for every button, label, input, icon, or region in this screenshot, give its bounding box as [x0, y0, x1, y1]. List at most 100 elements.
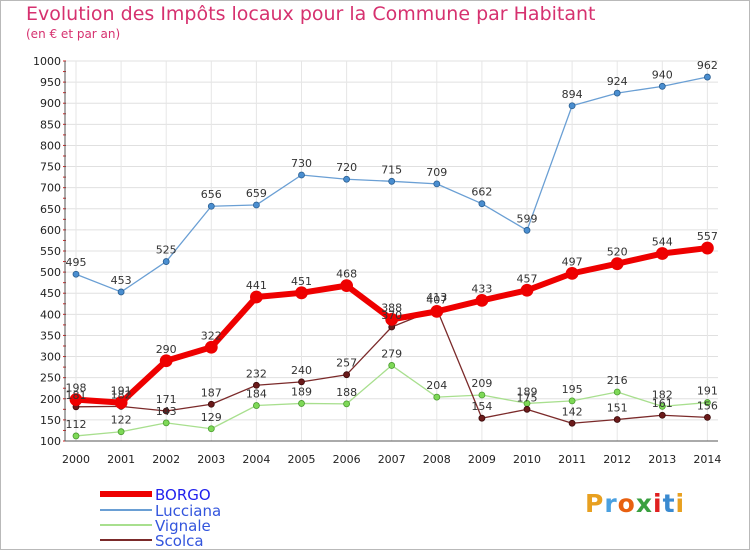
x-tick-label: 2013: [648, 453, 676, 466]
x-tick-label: 2006: [333, 453, 361, 466]
point-borgo: [430, 304, 444, 318]
point-scolca: [343, 371, 351, 379]
data-label-vignale: 191: [697, 385, 718, 398]
data-label-lucciana: 662: [471, 186, 492, 199]
legend-label: Vignale: [155, 517, 211, 535]
data-label-scolca: 142: [562, 405, 583, 418]
point-lucciana: [388, 177, 396, 185]
proxiti-logo: Proxiti: [585, 489, 685, 518]
data-label-borgo: 468: [336, 268, 357, 281]
data-label-lucciana: 599: [517, 212, 538, 225]
point-scolca: [478, 414, 486, 422]
data-label-borgo: 388: [381, 301, 402, 314]
data-label-borgo: 520: [607, 246, 628, 259]
point-vignale: [207, 425, 215, 433]
data-label-scolca: 181: [66, 389, 87, 402]
data-label-borgo: 441: [246, 279, 267, 292]
data-label-vignale: 204: [426, 379, 447, 392]
point-borgo: [159, 354, 173, 368]
data-label-vignale: 143: [156, 405, 177, 418]
data-label-borgo: 433: [471, 282, 492, 295]
point-scolca: [207, 400, 215, 408]
y-tick-label: 700: [40, 182, 61, 195]
data-label-scolca: 187: [201, 386, 222, 399]
logo-letter: o: [617, 489, 636, 518]
point-borgo: [114, 396, 128, 409]
x-tick-label: 2000: [62, 453, 90, 466]
point-lucciana: [252, 201, 260, 209]
data-label-vignale: 184: [246, 388, 267, 401]
data-label-lucciana: 709: [426, 166, 447, 179]
chart-title: Evolution des Impôts locaux pour la Comm…: [26, 3, 596, 25]
y-tick-label: 750: [40, 161, 61, 174]
data-label-lucciana: 656: [201, 188, 222, 201]
data-label-lucciana: 730: [291, 157, 312, 170]
y-tick-label: 600: [40, 224, 61, 237]
y-tick-label: 850: [40, 118, 61, 131]
y-tick-label: 650: [40, 203, 61, 216]
logo-letter: r: [604, 489, 618, 518]
point-borgo: [340, 279, 354, 293]
data-label-lucciana: 715: [381, 163, 402, 176]
y-tick-label: 900: [40, 97, 61, 110]
data-label-lucciana: 940: [652, 68, 673, 81]
point-scolca: [568, 419, 576, 427]
point-lucciana: [523, 226, 531, 234]
logo-letter: i: [675, 489, 686, 518]
data-label-borgo: 191: [111, 385, 132, 398]
point-vignale: [117, 428, 125, 436]
data-label-scolca: 156: [697, 399, 718, 412]
y-tick-label: 350: [40, 329, 61, 342]
point-vignale: [252, 402, 260, 409]
point-vignale: [478, 391, 486, 399]
point-vignale: [613, 388, 621, 396]
point-scolca: [613, 416, 621, 423]
data-label-lucciana: 720: [336, 161, 357, 174]
data-label-vignale: 122: [111, 414, 132, 427]
y-tick-label: 200: [40, 393, 61, 406]
x-tick-label: 2007: [378, 453, 406, 466]
point-lucciana: [162, 258, 170, 265]
legend-label: Scolca: [155, 532, 204, 550]
data-label-scolca: 171: [156, 393, 177, 406]
x-tick-label: 2001: [107, 453, 135, 466]
point-lucciana: [433, 180, 441, 188]
x-tick-label: 2011: [558, 453, 586, 466]
point-vignale: [388, 362, 396, 369]
data-label-vignale: 188: [336, 386, 357, 399]
point-lucciana: [207, 202, 215, 210]
point-vignale: [568, 397, 576, 405]
data-label-vignale: 195: [562, 383, 583, 396]
point-borgo: [295, 286, 308, 300]
point-borgo: [565, 266, 579, 280]
data-label-vignale: 182: [652, 388, 673, 401]
point-scolca: [298, 378, 305, 386]
point-borgo: [204, 340, 218, 354]
legend-label: Lucciana: [155, 502, 221, 520]
point-borgo: [701, 241, 714, 255]
point-lucciana: [658, 82, 666, 90]
x-tick-label: 2002: [152, 453, 180, 466]
data-label-vignale: 129: [201, 411, 222, 424]
data-label-lucciana: 894: [562, 88, 583, 101]
data-label-lucciana: 962: [697, 59, 718, 72]
data-label-scolca: 413: [426, 291, 447, 304]
point-borgo: [385, 312, 399, 326]
data-label-borgo: 544: [652, 236, 673, 249]
data-labels-layer: 198 191 290 322 441 451 468 388 407 433 457 497 520 5…: [66, 59, 718, 431]
y-tick-label: 950: [40, 76, 61, 89]
point-vignale: [433, 393, 441, 401]
axes: 100 150 200 250 300 350 400 450 500 550 600 650 700 7…: [33, 55, 721, 466]
x-tick-label: 2014: [693, 453, 721, 466]
y-tick-label: 1000: [33, 55, 61, 68]
logo-letter: i: [653, 489, 663, 518]
data-label-scolca: 151: [607, 401, 628, 414]
point-lucciana: [478, 200, 486, 208]
point-lucciana: [704, 73, 711, 81]
logo-letter: x: [635, 489, 653, 518]
point-vignale: [298, 400, 305, 407]
y-tick-label: 150: [40, 414, 61, 427]
data-label-borgo: 557: [697, 230, 718, 243]
